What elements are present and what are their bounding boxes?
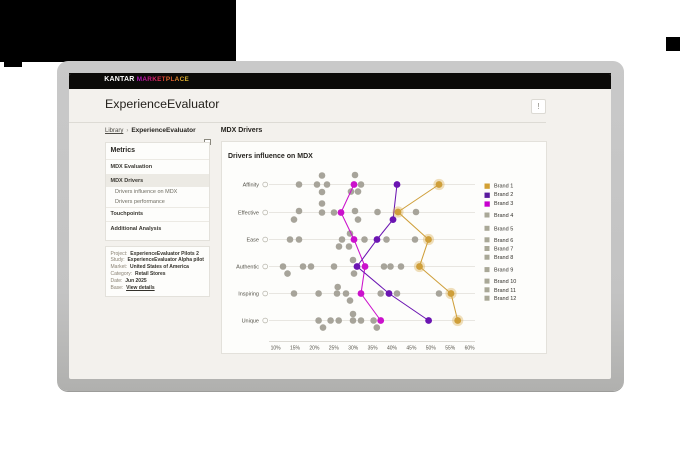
svg-text:Brand 12: Brand 12 (494, 296, 516, 302)
svg-text:Drivers influence on MDX: Drivers influence on MDX (228, 153, 313, 160)
svg-text:45%: 45% (406, 346, 417, 352)
svg-text:Unique: Unique (242, 319, 259, 325)
svg-text:Brand 1: Brand 1 (494, 184, 513, 190)
svg-text:60%: 60% (465, 346, 476, 352)
svg-text:Affinity: Affinity (243, 183, 260, 189)
svg-text:55%: 55% (445, 346, 456, 352)
svg-text:Ease: Ease (246, 238, 259, 244)
svg-text:Effective: Effective (238, 211, 259, 217)
svg-text:Brand 7: Brand 7 (494, 247, 513, 253)
svg-text:Brand 8: Brand 8 (494, 255, 513, 261)
svg-text:Brand 10: Brand 10 (494, 279, 516, 285)
svg-text:35%: 35% (368, 346, 379, 352)
svg-text:Brand 6: Brand 6 (494, 238, 513, 244)
svg-text:Inspiring: Inspiring (238, 292, 259, 298)
svg-text:50%: 50% (426, 346, 437, 352)
svg-text:Brand 9: Brand 9 (494, 268, 513, 274)
svg-text:15%: 15% (290, 346, 301, 352)
svg-text:10%: 10% (271, 346, 282, 352)
svg-text:Authentic: Authentic (236, 265, 259, 271)
svg-text:Brand 5: Brand 5 (494, 226, 513, 232)
svg-text:40%: 40% (387, 346, 398, 352)
svg-text:Brand 11: Brand 11 (494, 288, 516, 294)
svg-text:30%: 30% (348, 346, 359, 352)
svg-text:Brand 4: Brand 4 (494, 213, 513, 219)
svg-text:20%: 20% (309, 346, 320, 352)
svg-text:25%: 25% (329, 346, 340, 352)
svg-text:Brand 3: Brand 3 (494, 201, 513, 207)
svg-text:Brand 2: Brand 2 (494, 192, 513, 198)
